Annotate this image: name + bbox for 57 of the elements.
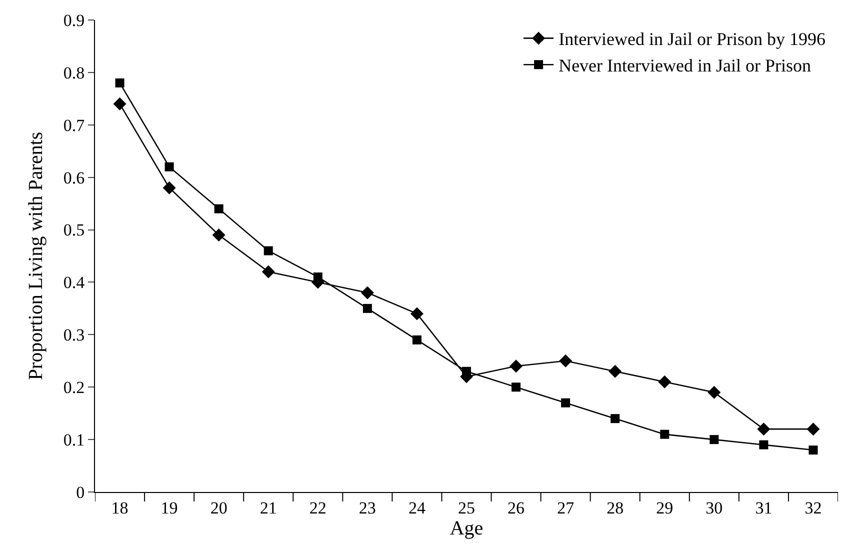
x-tick-label: 26 xyxy=(508,498,525,518)
x-tick-label: 30 xyxy=(706,498,723,518)
x-tick-label: 20 xyxy=(210,498,228,518)
point xyxy=(360,286,374,300)
legend-label: Never Interviewed in Jail or Prison xyxy=(558,56,812,76)
x-tick-label: 32 xyxy=(804,498,822,518)
point xyxy=(608,364,622,378)
point xyxy=(759,440,768,450)
point xyxy=(708,386,721,399)
y-tick-label: 0.8 xyxy=(63,63,85,82)
point xyxy=(561,398,570,408)
point xyxy=(113,97,126,110)
point xyxy=(212,228,226,242)
x-tick-label: 28 xyxy=(606,498,624,518)
point xyxy=(362,304,372,313)
point xyxy=(806,422,820,436)
point xyxy=(262,265,275,278)
x-tick-label: 25 xyxy=(458,498,475,518)
point xyxy=(462,366,471,376)
point xyxy=(510,360,523,373)
point xyxy=(412,335,422,344)
point xyxy=(559,354,572,368)
point xyxy=(512,382,521,392)
x-tick-label: 31 xyxy=(755,498,772,518)
y-tick-label: 0.1 xyxy=(63,430,85,450)
point xyxy=(658,375,672,388)
y-tick-label: 0 xyxy=(76,482,85,502)
x-axis-title: Age xyxy=(450,517,484,540)
point xyxy=(164,162,174,172)
x-tick-label: 29 xyxy=(656,498,674,518)
point xyxy=(808,446,818,455)
x-tick-label: 19 xyxy=(160,498,178,518)
point xyxy=(313,272,322,282)
point xyxy=(410,307,424,320)
x-tick-label: 22 xyxy=(309,498,326,518)
x-tick-label: 27 xyxy=(557,498,575,518)
point xyxy=(264,246,273,256)
y-tick-label: 0.9 xyxy=(63,10,85,30)
x-tick-label: 23 xyxy=(358,498,376,518)
point xyxy=(115,78,124,88)
point xyxy=(710,435,719,444)
point xyxy=(757,422,770,436)
legend-label: Interviewed in Jail or Prison by 1996 xyxy=(558,29,826,50)
y-tick-label: 0.7 xyxy=(63,116,86,135)
point xyxy=(660,430,670,439)
y-tick-label: 0.5 xyxy=(63,220,85,240)
y-tick-label: 0.6 xyxy=(63,168,85,188)
y-tick-label: 0.4 xyxy=(63,273,86,292)
point xyxy=(610,414,620,424)
x-tick-label: 24 xyxy=(408,498,426,518)
point xyxy=(214,204,224,214)
point xyxy=(162,181,176,194)
x-tick-label: 18 xyxy=(111,498,128,518)
y-tick-label: 0.2 xyxy=(63,378,85,398)
x-tick-label: 21 xyxy=(260,498,277,518)
y-tick-label: 0.3 xyxy=(63,326,85,345)
y-axis-title: Proportion Living with Parents xyxy=(24,132,47,380)
